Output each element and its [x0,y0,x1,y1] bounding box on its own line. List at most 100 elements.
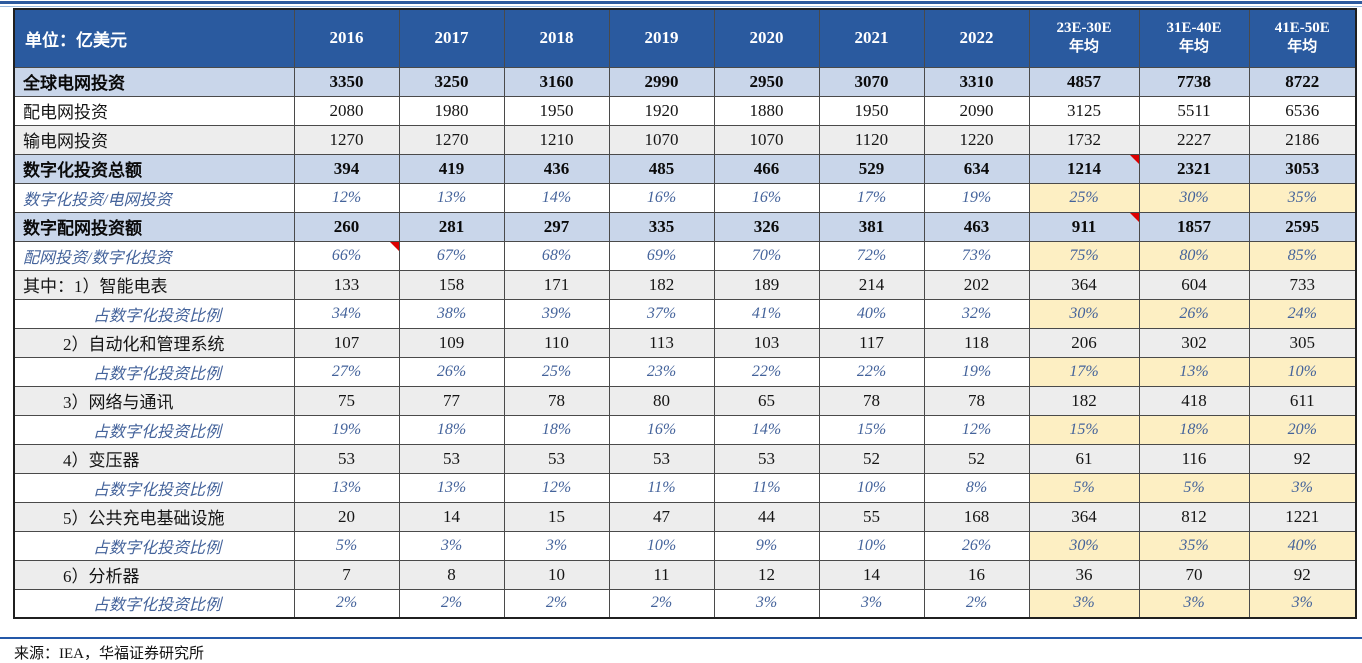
cell: 6536 [1248,95,1357,126]
cell: 23% [608,356,715,387]
cell: 12% [503,472,610,503]
cell: 70% [713,240,820,271]
cell: 27% [293,356,400,387]
cell: 3125 [1028,95,1140,126]
cell: 13% [1138,356,1250,387]
cell: 2990 [608,66,715,97]
bottom-divider [0,637,1362,639]
cell: 2% [398,588,505,619]
cell: 35% [1248,182,1357,213]
cell: 3% [818,588,925,619]
cell: 297 [503,211,610,242]
cell: 107 [293,327,400,358]
table-body: 全球电网投资 3350 3250 3160 2990 2950 3070 3310 4857 77… [13,66,1357,619]
source-note: 来源：IEA，华福证券研究所 [14,646,204,662]
cell: 611 [1248,385,1357,416]
cell: 30% [1028,530,1140,561]
row-label: 数字化投资/电网投资 [13,182,295,213]
cell: 11% [713,472,820,503]
cell: 5% [293,530,400,561]
cell: 19% [923,182,1030,213]
cell: 14 [818,559,925,590]
cell: 16% [608,182,715,213]
cell: 26% [923,530,1030,561]
cell: 12% [293,182,400,213]
cell: 25% [1028,182,1140,213]
cell: 12 [713,559,820,590]
cell: 55 [818,501,925,532]
cell: 25% [503,356,610,387]
cell: 78 [503,385,610,416]
column-header-31e-40e: 31E-40E 年均 [1138,8,1250,68]
cell: 419 [398,153,505,184]
cell: 1950 [818,95,925,126]
cell: 20% [1248,414,1357,445]
cell: 24% [1248,298,1357,329]
cell: 80% [1138,240,1250,271]
comment-marker-icon [1129,155,1138,164]
cell: 10% [1248,356,1357,387]
cell: 335 [608,211,715,242]
cell: 16% [713,182,820,213]
cell: 20 [293,501,400,532]
row-label: 占数字化投资比例 [13,530,295,561]
cell: 30% [1138,182,1250,213]
cell: 52 [818,443,925,474]
cell: 22% [713,356,820,387]
cell: 14 [398,501,505,532]
investment-table-container: 单位：亿美元 2016 2017 2018 2019 2020 2021 202… [13,8,1357,619]
cell: 18% [398,414,505,445]
cell: 1220 [923,124,1030,155]
column-header-41e-50e: 41E-50E 年均 [1248,8,1357,68]
cell: 65 [713,385,820,416]
column-header-2017: 2017 [398,8,505,68]
forecast-range-label: 31E-40E [1166,20,1222,37]
cell: 206 [1028,327,1140,358]
cell: 171 [503,269,610,300]
cell: 1950 [503,95,610,126]
forecast-avg-label: 年均 [1178,39,1209,56]
comment-marker-icon [1129,213,1138,222]
cell: 70 [1138,559,1250,590]
cell: 34% [293,298,400,329]
column-header-2020: 2020 [713,8,820,68]
cell: 38% [398,298,505,329]
cell: 1980 [398,95,505,126]
cell: 113 [608,327,715,358]
cell: 2% [503,588,610,619]
cell: 10 [503,559,610,590]
cell: 1214 [1028,153,1140,184]
top-divider [0,1,1362,7]
cell: 77 [398,385,505,416]
cell: 364 [1028,501,1140,532]
cell: 36 [1028,559,1140,590]
row-label: 数字化投资总额 [13,153,295,184]
header-row: 单位：亿美元 2016 2017 2018 2019 2020 2021 202… [13,8,1357,68]
cell: 3% [1248,472,1357,503]
cell: 260 [293,211,400,242]
table-row: 4）变压器 53 53 53 53 53 52 52 61 116 92 [13,443,1357,474]
cell: 2321 [1138,153,1250,184]
cell: 53 [293,443,400,474]
table-row: 其中：1）智能电表 133 158 171 182 189 214 202 364 604 733 [13,269,1357,300]
table-row: 数字化投资总额 394 419 436 485 466 529 634 1214 2321 3053 [13,153,1357,184]
cell: 418 [1138,385,1250,416]
cell: 69% [608,240,715,271]
cell: 812 [1138,501,1250,532]
table-row: 占数字化投资比例 13% 13% 12% 11% 11% 10% 8% 5% 5% 3% [13,472,1357,503]
table-row: 输电网投资 1270 1270 1210 1070 1070 1120 1220 1732 222… [13,124,1357,155]
cell: 158 [398,269,505,300]
table-row: 配电网投资 2080 1980 1950 1920 1880 1950 2090 3125 551… [13,95,1357,126]
cell: 72% [818,240,925,271]
cell: 117 [818,327,925,358]
cell: 302 [1138,327,1250,358]
cell: 189 [713,269,820,300]
row-label: 3）网络与通讯 [13,385,295,416]
cell: 214 [818,269,925,300]
cell: 80 [608,385,715,416]
cell: 2186 [1248,124,1357,155]
table-header: 单位：亿美元 2016 2017 2018 2019 2020 2021 202… [13,8,1357,68]
table-row: 全球电网投资 3350 3250 3160 2990 2950 3070 3310 4857 77… [13,66,1357,97]
row-label: 2）自动化和管理系统 [13,327,295,358]
cell: 364 [1028,269,1140,300]
